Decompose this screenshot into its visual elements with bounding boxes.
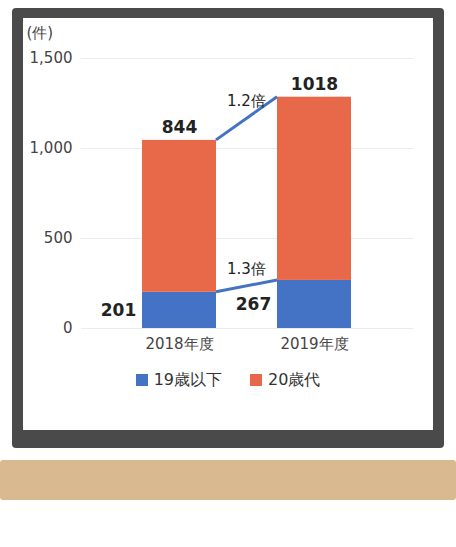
html-text:19歳以下: 19歳以下	[153, 370, 222, 389]
svg-text:844: 844	[162, 117, 198, 137]
svg-text:2019年度: 2019年度	[280, 335, 348, 353]
svg-text:267: 267	[236, 294, 271, 314]
svg-text:0: 0	[63, 319, 73, 337]
svg-text:1.3倍: 1.3倍	[227, 260, 266, 278]
svg-text:(件): (件)	[27, 24, 54, 42]
svg-text:201: 201	[101, 300, 137, 320]
svg-text:1018: 1018	[291, 74, 338, 94]
svg-text:2018年度: 2018年度	[145, 335, 213, 353]
svg-text:1.2倍: 1.2倍	[227, 92, 266, 110]
svg-text:1,000: 1,000	[30, 139, 73, 157]
html-text:20歳代: 20歳代	[268, 370, 321, 389]
svg-text:1,500: 1,500	[30, 49, 73, 67]
svg-text:500: 500	[44, 229, 73, 247]
